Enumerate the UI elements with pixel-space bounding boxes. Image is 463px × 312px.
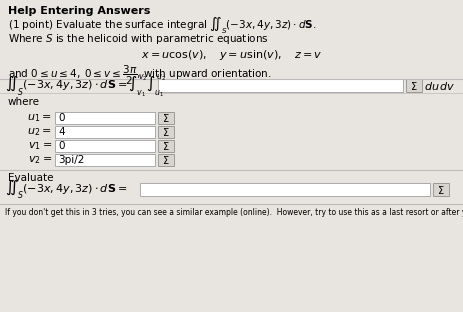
- Text: $\Sigma$: $\Sigma$: [162, 140, 169, 152]
- FancyBboxPatch shape: [158, 126, 174, 138]
- Text: where: where: [8, 97, 40, 107]
- Text: $\Sigma$: $\Sigma$: [162, 126, 169, 138]
- Text: $\iint_S (-3x, 4y, 3z) \cdot d\mathbf{S} = \int_{v_1}^{v_2}\int_{u_1}^{u_2}$: $\iint_S (-3x, 4y, 3z) \cdot d\mathbf{S}…: [5, 72, 166, 100]
- Text: $\Sigma$: $\Sigma$: [162, 154, 169, 166]
- FancyBboxPatch shape: [55, 112, 155, 124]
- FancyBboxPatch shape: [0, 79, 463, 93]
- FancyBboxPatch shape: [405, 79, 421, 92]
- FancyBboxPatch shape: [55, 140, 155, 152]
- FancyBboxPatch shape: [55, 154, 155, 166]
- Text: Evaluate: Evaluate: [8, 173, 53, 183]
- FancyBboxPatch shape: [140, 183, 429, 196]
- Text: and $0 \leq u \leq 4,\; 0 \leq v \leq \dfrac{3\pi}{2}$, with upward orientation.: and $0 \leq u \leq 4,\; 0 \leq v \leq \d…: [8, 64, 271, 87]
- Text: $du\,dv$: $du\,dv$: [423, 80, 455, 92]
- FancyBboxPatch shape: [55, 126, 155, 138]
- Text: $x = u\cos(v), \quad y = u\sin(v), \quad z = v$: $x = u\cos(v), \quad y = u\sin(v), \quad…: [141, 48, 322, 62]
- Text: $u_2 =$: $u_2 =$: [27, 126, 52, 138]
- Text: 0: 0: [58, 113, 64, 123]
- Text: $u_1 =$: $u_1 =$: [27, 112, 52, 124]
- Text: $\Sigma$: $\Sigma$: [436, 183, 444, 196]
- Text: $v_1 =$: $v_1 =$: [28, 140, 52, 152]
- Text: $\iint_S (-3x, 4y, 3z) \cdot d\mathbf{S} =$: $\iint_S (-3x, 4y, 3z) \cdot d\mathbf{S}…: [5, 179, 127, 201]
- FancyBboxPatch shape: [158, 140, 174, 152]
- Text: $\Sigma$: $\Sigma$: [409, 80, 417, 91]
- Text: 0: 0: [58, 141, 64, 151]
- Text: Where $S$ is the helicoid with parametric equations: Where $S$ is the helicoid with parametri…: [8, 32, 268, 46]
- Text: 4: 4: [58, 127, 64, 137]
- Text: $\Sigma$: $\Sigma$: [162, 112, 169, 124]
- Text: (1 point) Evaluate the surface integral $\iint_S (-3x, 4y, 3z) \cdot d\mathbf{S}: (1 point) Evaluate the surface integral …: [8, 16, 316, 37]
- Text: 3pi/2: 3pi/2: [58, 155, 84, 165]
- Text: Help Entering Answers: Help Entering Answers: [8, 6, 150, 16]
- FancyBboxPatch shape: [158, 112, 174, 124]
- FancyBboxPatch shape: [158, 79, 402, 92]
- Text: If you don't get this in 3 tries, you can see a similar example (online).  Howev: If you don't get this in 3 tries, you ca…: [5, 208, 463, 217]
- FancyBboxPatch shape: [432, 183, 448, 196]
- Text: $v_2 =$: $v_2 =$: [28, 154, 52, 166]
- FancyBboxPatch shape: [158, 154, 174, 166]
